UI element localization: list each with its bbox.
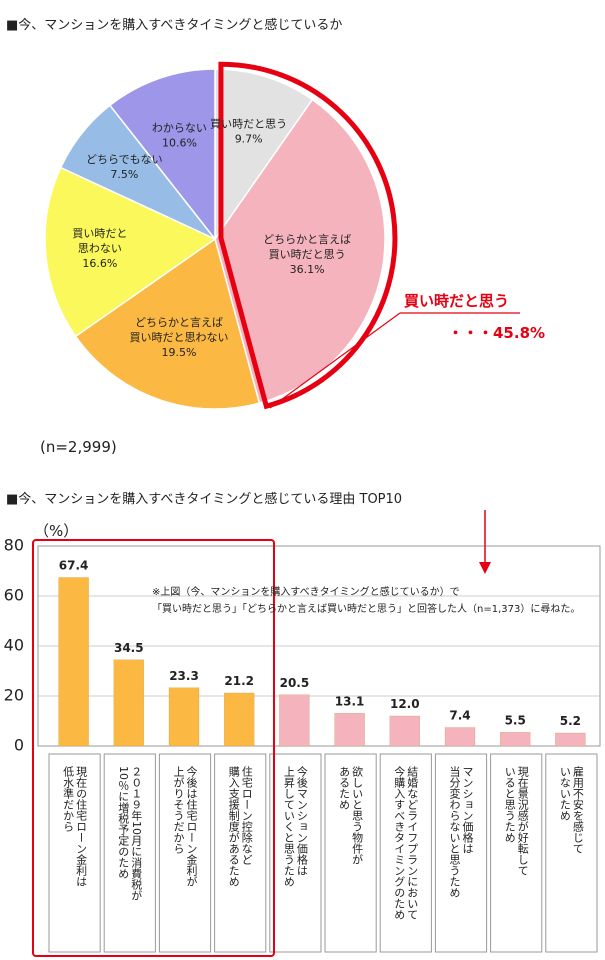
category-label: 低水準だから: [62, 766, 75, 832]
note-line-2: 「買い時だと思う」「どちらかと言えば買い時だと思う」と回答した人（n=1,373…: [152, 604, 581, 615]
category-label: 購入支援制度があるため: [227, 765, 240, 887]
category-label: いないため: [558, 766, 571, 821]
pie-value-label: 16.6%: [82, 257, 117, 270]
callout-label: 買い時だと思う: [404, 292, 510, 310]
pie-value-label: 19.5%: [162, 346, 197, 359]
pie-category-label: 買い時だと: [72, 227, 127, 240]
pie-category-label: 買い時だと思わない: [129, 331, 228, 344]
category-label: 10％に増税予定のため: [117, 766, 130, 879]
pie-category-label: 買い時だと思う: [269, 248, 346, 261]
pie-chart-title: ■今、マンションを購入すべきタイミングと感じているか: [6, 18, 343, 33]
category-label: いると思うため: [503, 766, 516, 843]
bar: [389, 715, 420, 747]
sample-size: (n=2,999): [40, 438, 117, 456]
bar-value-label: 12.0: [390, 697, 420, 711]
bar-value-label: 5.5: [505, 713, 526, 727]
category-box: [434, 753, 488, 953]
callout-value: ・・・45.8%: [448, 324, 546, 342]
bar-chart: 0 20 40 60 80 67.4 34.5 23.3 21.2 20.5 13.1 12.0 7.4…: [4, 510, 601, 957]
pie-category-label: どちらかと言えば: [263, 233, 351, 246]
category-box: [324, 753, 377, 953]
category-label: 結婚などライフプランにおいて: [406, 765, 419, 920]
bar-value-label: 67.4: [59, 559, 89, 573]
y-axis-unit: （%）: [34, 522, 79, 540]
bar: [500, 732, 531, 747]
callout-connector: [269, 312, 401, 409]
category-label: あるため: [338, 766, 351, 810]
bar-value-label: 23.3: [169, 669, 199, 683]
bar-value-label: 34.5: [114, 641, 144, 655]
note-line-1: ※上図（今、マンションを購入すべきタイミングと感じているか）で: [152, 587, 460, 598]
category-label: 今後マンション価格は: [295, 765, 308, 876]
category-label: 現在の住宅ローン金利は: [75, 766, 88, 887]
pie-value-label: 36.1%: [290, 263, 325, 276]
pie-value-label: 10.6%: [162, 137, 197, 150]
pie-slice: [74, 237, 261, 410]
category-label: 上がりそうだから: [172, 766, 185, 854]
category-label: 今購入すべきタイミングのため: [393, 765, 406, 920]
bar: [224, 692, 255, 747]
category-label: 雇用不安を感じて: [571, 765, 584, 854]
y-tick-label: 40: [4, 636, 24, 655]
bar-value-label: 21.2: [224, 674, 254, 688]
pie-slice: [108, 68, 216, 242]
y-tick-label: 20: [4, 686, 24, 705]
highlight-outline: [218, 61, 398, 410]
category-label: 現在景況感が好転して: [516, 766, 529, 876]
bar: [444, 727, 476, 747]
bar: [279, 694, 310, 747]
top4-highlight: [32, 539, 275, 957]
category-label: ２０１９年10月に消費税が: [130, 766, 143, 901]
bar: [58, 577, 89, 747]
category-box: [158, 753, 212, 953]
pie-category-label: どちらでもない: [86, 153, 163, 166]
category-label: マンション価格は: [461, 766, 474, 854]
pie-value-label: 7.5%: [110, 168, 138, 181]
pie-slice: [44, 166, 217, 338]
pie-category-label: どちらかと言えば: [135, 316, 223, 329]
bar-value-label: 5.2: [560, 714, 581, 728]
category-box: [379, 753, 432, 953]
y-tick-label: 0: [14, 736, 24, 755]
pie-chart: 買い時だと思う9.7%どちらかと言えば買い時だと思う36.1%どちらかと言えば買…: [44, 61, 520, 410]
bar-value-label: 20.5: [280, 676, 310, 690]
bar-value-label: 7.4: [449, 709, 470, 723]
y-tick-label: 80: [4, 536, 24, 555]
category-box: [490, 753, 543, 953]
category-label: 当分変わらないと思うため: [448, 765, 461, 898]
bar: [334, 713, 365, 747]
category-box: [214, 753, 267, 953]
category-label: 上昇していくと思うため: [282, 766, 295, 887]
category-label: 欲しいと思う物件が: [351, 765, 364, 865]
y-tick-label: 60: [4, 586, 24, 605]
category-box: [545, 753, 598, 953]
category-box: [103, 753, 156, 953]
category-label: 住宅ローン控除など: [240, 765, 253, 865]
pie-value-label: 9.7%: [235, 132, 263, 145]
category-box: [269, 753, 322, 953]
bar: [168, 687, 200, 747]
bar: [555, 732, 586, 747]
arrow-head: [479, 562, 491, 574]
pie-category-label: 思わない: [78, 242, 122, 255]
pie-category-label: 買い時だと思う: [210, 117, 287, 130]
bar-chart-title: ■今、マンションを購入すべきタイミングと感じている理由 TOP10: [6, 492, 403, 507]
category-box: [48, 753, 101, 953]
bar-value-label: 13.1: [335, 694, 365, 708]
category-label: 今後は住宅ローン金利が: [185, 765, 198, 887]
pie-category-label: わからない: [152, 122, 207, 135]
bar: [113, 659, 144, 747]
